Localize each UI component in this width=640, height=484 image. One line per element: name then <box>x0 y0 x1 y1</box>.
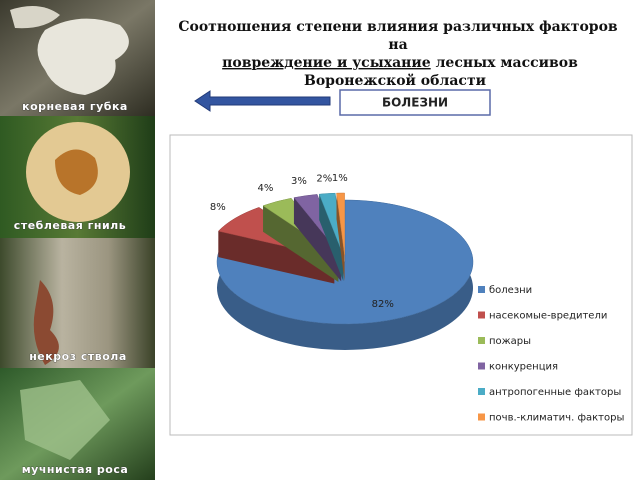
legend-label: антропогенные факторы <box>489 387 621 398</box>
title-line: повреждение и усыхание лесных массивов <box>222 55 578 71</box>
slice-side <box>218 231 335 284</box>
legend-label: болезни <box>489 285 532 296</box>
legend-swatch <box>478 388 485 395</box>
photo-panel <box>0 0 155 116</box>
slice-top <box>318 192 344 256</box>
photo-caption: стеблевая гниль <box>14 219 126 232</box>
chart: 82% 8% 4% 3% 2% 1% болезни насекомые-вредители п… <box>210 173 624 424</box>
slice-top <box>336 192 345 256</box>
legend-swatch <box>478 413 485 421</box>
box-label: БОЛЕЗНИ <box>382 96 448 110</box>
title-rest: лесных массивов <box>436 55 579 71</box>
legend-swatch <box>478 311 485 319</box>
legend-swatch <box>478 337 485 344</box>
legend-swatch <box>478 362 485 370</box>
legend-label: конкуренция <box>489 362 558 373</box>
data-label: 8% <box>210 202 226 213</box>
legend-swatch <box>478 286 485 293</box>
box[interactable] <box>339 89 491 116</box>
data-label: 4% <box>258 183 274 194</box>
slice-side <box>263 205 339 282</box>
photo-panel <box>0 238 155 368</box>
photo-caption: корневая губка <box>22 100 128 113</box>
slice-side <box>319 194 344 282</box>
photo-panel <box>0 116 155 238</box>
slice-side <box>293 197 342 282</box>
title-line: на <box>388 37 407 53</box>
data-label: 1% <box>332 173 348 184</box>
title-line: Воронежской области <box>304 72 486 89</box>
pie-slice <box>336 192 345 282</box>
photo-caption: мучнистая роса <box>22 463 129 476</box>
slice-top <box>216 199 474 325</box>
arrow <box>194 90 331 112</box>
data-label: 82% <box>372 299 394 310</box>
title-underlined: повреждение и усыхание <box>222 55 431 71</box>
photo-caption: некроз ствола <box>29 350 127 363</box>
legend-label: пожары <box>489 336 531 347</box>
data-label: 2% <box>316 173 332 184</box>
photo-panel <box>0 368 155 480</box>
data-label: 3% <box>291 176 307 187</box>
legend-label: почв.-климатич. факторы <box>489 413 624 424</box>
legend-label: насекомые-вредители <box>489 311 607 322</box>
title-line: Соотношения степени влияния различных фа… <box>178 19 618 35</box>
slice-side <box>336 193 345 282</box>
